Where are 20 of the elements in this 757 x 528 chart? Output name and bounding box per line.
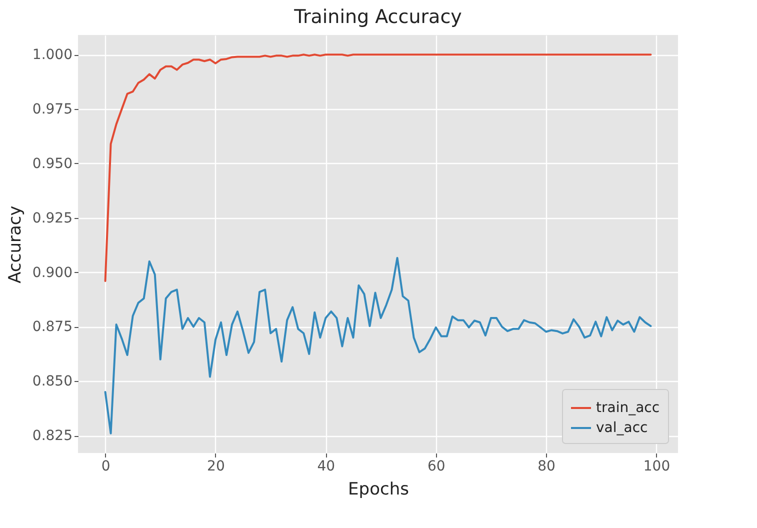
x-tick-label: 20	[207, 458, 225, 474]
y-tick-label: 0.825	[32, 428, 72, 444]
chart-title: Training Accuracy	[293, 6, 462, 28]
x-tick-label: 60	[427, 458, 446, 474]
y-tick-label: 0.950	[32, 156, 72, 172]
legend-label: train_acc	[596, 400, 660, 416]
y-tick-label: 0.850	[32, 374, 72, 390]
y-tick-label: 1.000	[32, 47, 72, 64]
x-tick-label: 80	[538, 458, 556, 474]
line-series	[104, 54, 652, 282]
y-tick-label: 0.875	[32, 319, 72, 336]
x-axis-title: Epochs	[348, 480, 410, 500]
y-tick-label: 0.925	[32, 210, 72, 226]
y-tick-label: 0.975	[32, 102, 72, 118]
y-tick-label: 0.900	[32, 264, 72, 281]
x-tick-label: 40	[317, 458, 336, 474]
y-axis-title: Accuracy	[5, 206, 26, 284]
x-tick-label: 100	[643, 458, 670, 474]
legend-label: val_acc	[596, 420, 648, 436]
x-tick-label: 0	[101, 458, 110, 474]
